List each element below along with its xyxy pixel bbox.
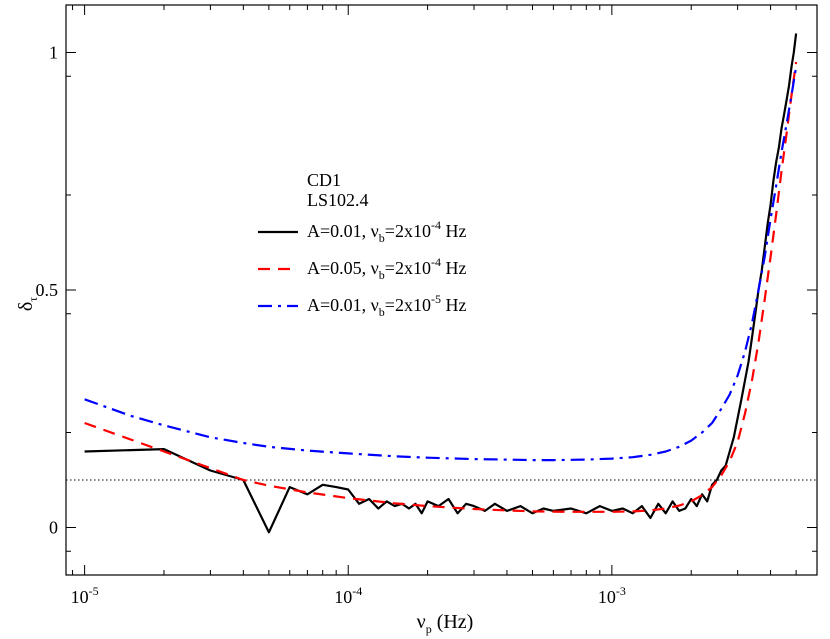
x-tick-label: 10-3	[598, 584, 626, 607]
x-axis-title: νp (Hz)	[417, 611, 474, 636]
x-tick-label: 10-5	[71, 584, 99, 607]
legend-label-sup: -5	[431, 292, 441, 306]
legend: CD1 LS102.4 A=0.01, νb=2x10-4 HzA=0.05, …	[258, 170, 466, 319]
legend-label-s2: A=0.05, νb=2x10-4 Hz	[307, 255, 466, 282]
y-axis-title: δτ	[15, 297, 40, 311]
x-tick-label-base: 10	[71, 587, 89, 607]
x-tick-label-exp: -3	[616, 584, 626, 598]
plot-frame	[65, 4, 818, 576]
x-axis-title-main: ν	[417, 611, 426, 633]
legend-label-pre: A=0.01, ν	[307, 221, 379, 241]
y-tick-label: 0	[49, 518, 58, 538]
x-tick-label-exp: -5	[89, 584, 99, 598]
series-line-s2	[84, 61, 798, 513]
x-tick-label-base: 10	[334, 587, 352, 607]
y-axis-title-sub: τ	[26, 297, 40, 302]
x-axis-title-sub: p	[426, 622, 432, 636]
series-layer	[84, 33, 798, 534]
legend-label-s3: A=0.01, νb=2x10-5 Hz	[307, 292, 466, 319]
x-tick-label-exp: -4	[352, 584, 362, 598]
legend-header-2: LS102.4	[307, 190, 369, 210]
legend-label-post: Hz	[441, 221, 467, 241]
legend-label-sub: b	[379, 268, 385, 282]
legend-label-post: Hz	[441, 295, 467, 315]
legend-label-mid: =2x10	[385, 221, 431, 241]
legend-header-1: CD1	[307, 170, 341, 190]
legend-label-pre: A=0.05, ν	[307, 258, 379, 278]
x-tick-label: 10-4	[334, 584, 362, 607]
legend-label-pre: A=0.01, ν	[307, 295, 379, 315]
legend-label-sup: -4	[431, 218, 441, 232]
y-tick-label: 0.5	[36, 280, 59, 300]
series-line-s3	[84, 66, 798, 462]
legend-entries: A=0.01, νb=2x10-4 HzA=0.05, νb=2x10-4 Hz…	[258, 218, 466, 319]
series-line-s1	[84, 33, 798, 534]
legend-label-s1: A=0.01, νb=2x10-4 Hz	[307, 218, 466, 245]
ticks-layer: 10-5 10-4 10-300.51	[36, 5, 818, 607]
legend-label-sub: b	[379, 231, 385, 245]
legend-label-mid: =2x10	[385, 295, 431, 315]
y-tick-label: 1	[49, 43, 58, 63]
legend-label-sub: b	[379, 305, 385, 319]
legend-label-post: Hz	[441, 258, 467, 278]
legend-label-sup: -4	[431, 255, 441, 269]
legend-label-mid: =2x10	[385, 258, 431, 278]
y-axis-title-main: δ	[15, 302, 37, 311]
x-axis-title-rest: (Hz)	[432, 611, 474, 633]
x-tick-label-base: 10	[598, 587, 616, 607]
